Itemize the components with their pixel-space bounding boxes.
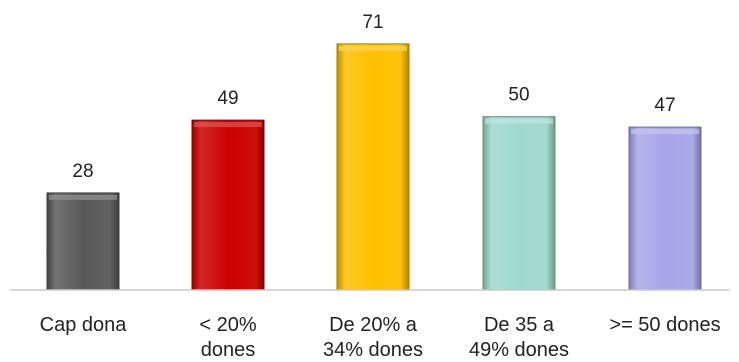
category-label-0-line-0: Cap dona	[40, 314, 128, 336]
category-label-2-line-1: 34% dones	[323, 339, 423, 361]
bar-highlight-3	[485, 118, 553, 124]
data-label-1: 49	[217, 88, 238, 109]
labels-group: 28 Cap dona 49 < 20% dones 71 De 20% a 34% done…	[40, 12, 721, 361]
data-label-3: 50	[508, 85, 529, 106]
bars-group	[46, 43, 702, 291]
category-label-4-line-0: >= 50 dones	[609, 314, 720, 336]
bar-3	[482, 116, 556, 291]
category-label-1-line-1: dones	[201, 339, 256, 361]
bar-highlight-2	[339, 45, 407, 51]
category-label-1-line-0: < 20%	[199, 314, 256, 336]
data-label-4: 47	[654, 95, 675, 116]
bar-2	[336, 43, 410, 291]
bar-0	[46, 192, 120, 291]
bar-highlight-4	[631, 129, 699, 135]
category-label-3-line-0: De 35 a	[484, 314, 555, 336]
data-label-0: 28	[72, 161, 93, 182]
category-label-2-line-0: De 20% a	[329, 314, 418, 336]
bar-4	[628, 126, 702, 291]
category-label-3-line-1: 49% dones	[469, 339, 569, 361]
bar-1	[191, 119, 265, 291]
bar-highlight-1	[194, 122, 262, 128]
data-label-2: 71	[362, 12, 383, 33]
bar-highlight-0	[49, 194, 117, 200]
